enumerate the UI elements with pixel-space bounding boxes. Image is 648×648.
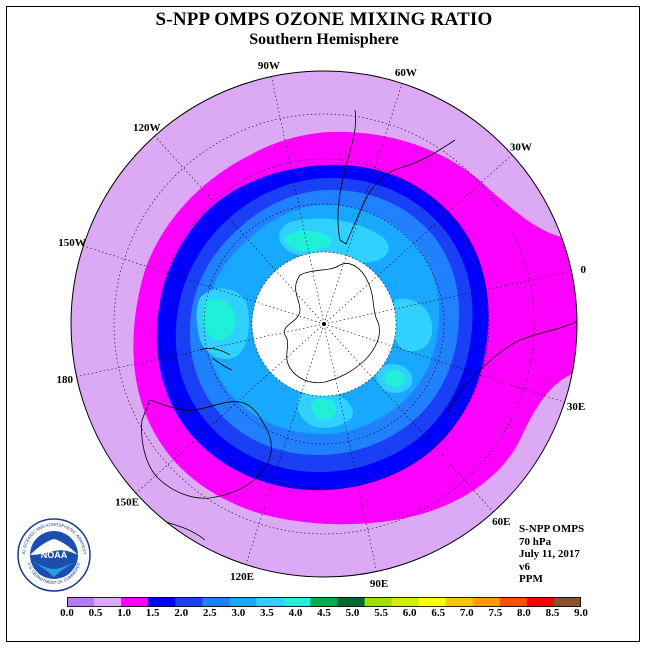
map-subtitle: Southern Hemisphere <box>249 31 399 48</box>
colorbar <box>67 597 581 607</box>
colorbar-tick-label: 3.0 <box>231 607 246 619</box>
colorbar-tick-label: 0.5 <box>88 607 103 619</box>
longitude-label: 180 <box>57 374 74 386</box>
longitude-label: 120E <box>230 571 254 583</box>
version-label: v6 <box>519 560 530 573</box>
colorbar-swatch <box>499 597 528 607</box>
south-pole-marker <box>322 322 326 326</box>
colorbar-tick-label: 2.5 <box>202 607 217 619</box>
longitude-label: 60E <box>492 516 510 528</box>
colorbar-tick-label: 8.5 <box>545 607 560 619</box>
colorbar-swatch <box>94 597 122 607</box>
colorbar-swatch <box>472 597 501 607</box>
colorbar-tick-label: 6.5 <box>431 607 446 619</box>
figure-frame <box>6 6 640 642</box>
noaa-logo-icon: NOAA NATIONAL OCEANIC AND ATMOSPHERIC AD… <box>16 517 91 592</box>
latitude-circle <box>113 113 535 535</box>
colorbar-swatch <box>175 597 203 607</box>
colorbar-tick-label: 5.5 <box>374 607 388 619</box>
colorbar-swatch <box>148 597 176 607</box>
africa-outline <box>447 319 577 413</box>
colorbar-swatch <box>391 597 420 607</box>
longitude-label: 150W <box>58 237 86 249</box>
longitude-label: 30E <box>567 401 585 413</box>
colorbar-tick-label: 5.0 <box>345 607 360 619</box>
graticule <box>76 76 572 572</box>
pressure-level-label: 70 hPa <box>519 535 552 548</box>
ozone-band-3.5-4.0 <box>391 298 433 352</box>
colorbar-tick-label: 4.5 <box>317 607 331 619</box>
colorbar-swatch <box>283 597 311 607</box>
south-america-outline <box>337 109 456 245</box>
colorbar-swatch <box>337 597 366 607</box>
colorbar-swatch <box>553 597 581 607</box>
logo-wordmark: NOAA <box>41 550 68 560</box>
colorbar-tick-label: 7.0 <box>459 607 474 619</box>
map-boundary <box>70 70 578 578</box>
colorbar-swatch <box>256 597 284 607</box>
colorbar-labels: 0.0 0.5 1.0 1.5 2.0 2.5 3.0 3.5 4.0 4.5 5.0 5.5 6.0 6… <box>0 607 648 623</box>
colorbar-tick-label: 8.0 <box>517 607 531 619</box>
colorbar-tick-label: 0.0 <box>60 607 74 619</box>
ozone-band-4.0-4.5 <box>311 398 336 420</box>
colorbar-tick-label: 3.5 <box>260 607 274 619</box>
units-label: PPM <box>519 573 543 585</box>
ozone-band-4.0-4.5 <box>384 370 405 388</box>
longitude-label: 90E <box>370 578 388 590</box>
colorbar-swatch <box>121 597 149 607</box>
colorbar-tick-label: 1.5 <box>145 607 160 619</box>
longitude-label: 30W <box>510 142 532 154</box>
latitude-circle <box>203 203 445 445</box>
colorbar-swatch <box>526 597 555 607</box>
colorbar-tick-label: 7.5 <box>488 607 503 619</box>
longitude-label: 90W <box>258 60 280 72</box>
australia-outline <box>141 399 272 499</box>
colorbar-tick-label: 2.0 <box>174 607 189 619</box>
colorbar-tick-label: 6.0 <box>402 607 417 619</box>
colorbar-swatch <box>310 597 339 607</box>
colorbar-tick-label: 4.0 <box>288 607 303 619</box>
longitude-label: 60W <box>395 67 417 79</box>
ozone-band-3.5-4.0 <box>279 218 389 263</box>
colorbar-tick-label: 1.0 <box>117 607 131 619</box>
ozone-band-4.0-4.5 <box>284 230 332 252</box>
instrument-label: S-NPP OMPS <box>519 523 585 535</box>
colorbar-swatch <box>418 597 447 607</box>
colorbar-swatch <box>364 597 393 607</box>
map-title: S-NPP OMPS OZONE MIXING RATIO <box>155 9 493 30</box>
new-zealand-outline <box>199 347 233 371</box>
colorbar-swatch <box>445 597 474 607</box>
colorbar-swatch <box>67 597 95 607</box>
colorbar-tick-label: 9.0 <box>574 607 588 619</box>
longitude-label: 150E <box>115 496 139 508</box>
latitude-circle <box>251 251 397 397</box>
info-panel: S-NPP OMPS 70 hPa July 11, 2017 v6 PPM <box>519 523 584 586</box>
longitude-label: 120W <box>133 122 161 134</box>
colorbar-swatch <box>229 597 257 607</box>
longitude-label: 0 <box>580 264 586 276</box>
longitude-labels: 90W 60W 30W 0 30E 60E 90E 120E 150E 180 150W 120W <box>57 60 587 590</box>
date-label: July 11, 2017 <box>519 548 580 560</box>
latitude-circle <box>158 158 490 490</box>
ozone-band-4.0-4.5 <box>203 298 236 341</box>
antarctica-outline <box>283 263 380 384</box>
colorbar-swatch <box>202 597 230 607</box>
